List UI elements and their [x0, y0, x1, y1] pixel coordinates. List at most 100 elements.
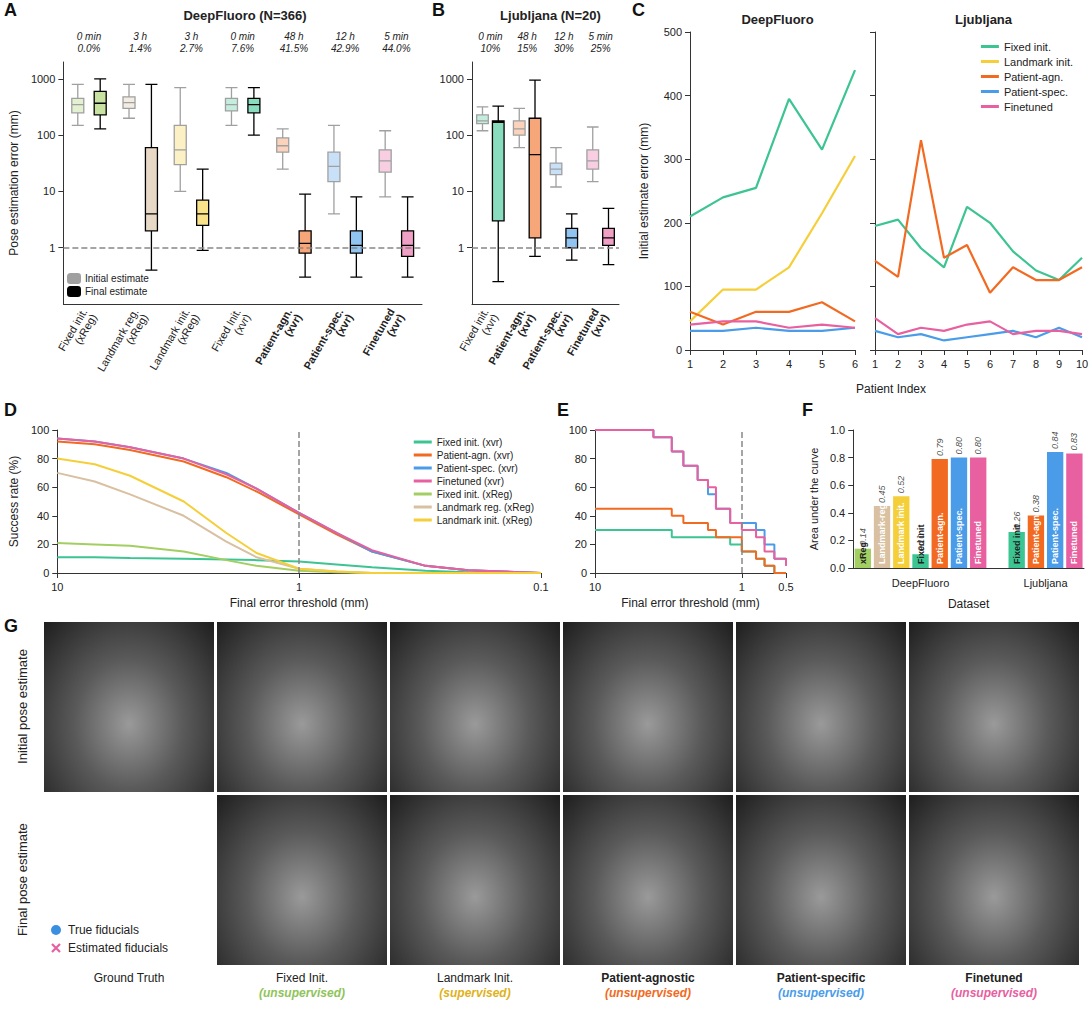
svg-text:5: 5 [819, 358, 825, 370]
svg-text:Initial estimate: Initial estimate [85, 273, 149, 284]
svg-text:Landmark init.: Landmark init. [896, 502, 906, 564]
svg-text:10: 10 [43, 185, 55, 197]
svg-text:15%: 15% [517, 43, 537, 54]
svg-text:1: 1 [687, 358, 693, 370]
svg-text:0.45: 0.45 [877, 484, 887, 503]
svg-text:Patient Index: Patient Index [856, 382, 926, 396]
svg-text:80: 80 [37, 453, 49, 465]
svg-text:0.4: 0.4 [830, 507, 845, 519]
svg-text:Patient-spec.: Patient-spec. [954, 508, 964, 564]
svg-text:5: 5 [964, 358, 970, 370]
svg-text:0.80: 0.80 [973, 437, 983, 455]
svg-text:Patient-spec.: Patient-spec. [520, 306, 565, 371]
svg-text:Patient-agn.: Patient-agn. [935, 512, 945, 564]
svg-text:5 min: 5 min [588, 31, 613, 42]
svg-text:0.26: 0.26 [1012, 512, 1022, 530]
svg-text:DeepFluoro: DeepFluoro [741, 12, 813, 27]
svg-text:Area under the curve: Area under the curve [808, 448, 820, 551]
svg-text:48 h: 48 h [517, 31, 537, 42]
svg-text:3 h: 3 h [184, 31, 198, 42]
svg-text:DeepFluoro (N=366): DeepFluoro (N=366) [183, 8, 306, 23]
svg-text:100: 100 [569, 424, 587, 436]
svg-text:100: 100 [31, 424, 49, 436]
svg-text:48 h: 48 h [284, 31, 304, 42]
svg-text:Ljubljana: Ljubljana [1024, 577, 1069, 589]
svg-text:40: 40 [575, 510, 587, 522]
svg-text:10: 10 [51, 581, 63, 593]
svg-text:2: 2 [720, 358, 726, 370]
svg-text:0.8: 0.8 [830, 452, 845, 464]
svg-text:12 h: 12 h [554, 31, 574, 42]
svg-text:7.6%: 7.6% [231, 43, 254, 54]
svg-text:2: 2 [895, 358, 901, 370]
svg-text:3: 3 [753, 358, 759, 370]
svg-text:10%: 10% [480, 43, 500, 54]
svg-text:Patient-spec. (xvr): Patient-spec. (xvr) [437, 463, 518, 474]
svg-text:10: 10 [1076, 358, 1088, 370]
svg-text:12 h: 12 h [335, 31, 355, 42]
svg-text:0.52: 0.52 [896, 476, 906, 494]
svg-text:1: 1 [458, 242, 464, 254]
svg-text:0.0%: 0.0% [78, 43, 101, 54]
svg-text:Patient-spec.: Patient-spec. [301, 306, 346, 371]
svg-text:Landmark init.: Landmark init. [1004, 56, 1073, 68]
svg-text:(xReg): (xReg) [175, 312, 202, 347]
svg-text:Finetuned: Finetuned [973, 521, 983, 564]
svg-text:44.0%: 44.0% [382, 43, 410, 54]
svg-text:0.1: 0.1 [533, 581, 548, 593]
svg-text:40: 40 [37, 510, 49, 522]
svg-text:0.10: 0.10 [916, 534, 926, 552]
svg-text:Landmark-reg.: Landmark-reg. [877, 501, 887, 564]
svg-text:1: 1 [739, 581, 745, 593]
svg-text:Fixed init.: Fixed init. [1004, 41, 1051, 53]
svg-text:0.80: 0.80 [954, 437, 964, 455]
svg-text:20: 20 [37, 538, 49, 550]
svg-text:Success rate (%): Success rate (%) [7, 456, 21, 547]
svg-text:10: 10 [452, 185, 464, 197]
svg-text:Fixed init. (xvr): Fixed init. (xvr) [437, 437, 503, 448]
svg-text:0: 0 [676, 344, 682, 356]
svg-text:Landmark reg. (xReg): Landmark reg. (xReg) [437, 502, 534, 513]
svg-text:(xvr): (xvr) [282, 311, 304, 338]
svg-text:8: 8 [1033, 358, 1039, 370]
svg-text:400: 400 [664, 90, 682, 102]
svg-text:100: 100 [664, 280, 682, 292]
svg-text:Finetuned: Finetuned [1004, 101, 1053, 113]
svg-text:Dataset: Dataset [948, 597, 990, 611]
svg-text:0.79: 0.79 [935, 438, 945, 456]
svg-text:6: 6 [852, 358, 858, 370]
svg-text:1.0: 1.0 [830, 424, 845, 436]
svg-text:0.14: 0.14 [858, 528, 868, 546]
svg-text:Final error threshold (mm): Final error threshold (mm) [230, 596, 369, 610]
svg-text:0.38: 0.38 [1031, 495, 1041, 513]
svg-text:(xvr): (xvr) [552, 311, 574, 338]
svg-text:Ljubljana: Ljubljana [955, 12, 1013, 27]
svg-text:0.2: 0.2 [830, 534, 845, 546]
svg-text:1: 1 [49, 242, 55, 254]
svg-text:(xReg): (xReg) [72, 312, 99, 347]
svg-text:Patient-spec.: Patient-spec. [1050, 508, 1060, 564]
svg-text:0 min: 0 min [77, 31, 102, 42]
svg-text:30%: 30% [554, 43, 574, 54]
svg-text:(xvr): (xvr) [515, 311, 537, 338]
svg-text:25%: 25% [590, 43, 611, 54]
svg-text:60: 60 [37, 481, 49, 493]
svg-text:Ljubljana (N=20): Ljubljana (N=20) [500, 8, 601, 23]
svg-text:Pose estimation error (mm): Pose estimation error (mm) [7, 110, 21, 255]
svg-text:DeepFluoro: DeepFluoro [892, 577, 949, 589]
svg-text:0.5: 0.5 [778, 581, 793, 593]
svg-text:1000: 1000 [31, 73, 55, 85]
svg-text:(xvr): (xvr) [231, 312, 252, 337]
svg-text:0.6: 0.6 [830, 479, 845, 491]
svg-text:0 min: 0 min [230, 31, 255, 42]
svg-text:(xvr): (xvr) [333, 311, 355, 338]
svg-text:0.83: 0.83 [1069, 433, 1079, 451]
svg-text:Fixed init. (xReg): Fixed init. (xReg) [437, 489, 513, 500]
svg-text:6: 6 [987, 358, 993, 370]
svg-text:200: 200 [664, 217, 682, 229]
svg-text:9: 9 [1056, 358, 1062, 370]
svg-text:Fixed init: Fixed init [916, 524, 926, 564]
svg-text:1000: 1000 [440, 73, 464, 85]
svg-text:1.4%: 1.4% [129, 43, 152, 54]
svg-text:300: 300 [664, 153, 682, 165]
